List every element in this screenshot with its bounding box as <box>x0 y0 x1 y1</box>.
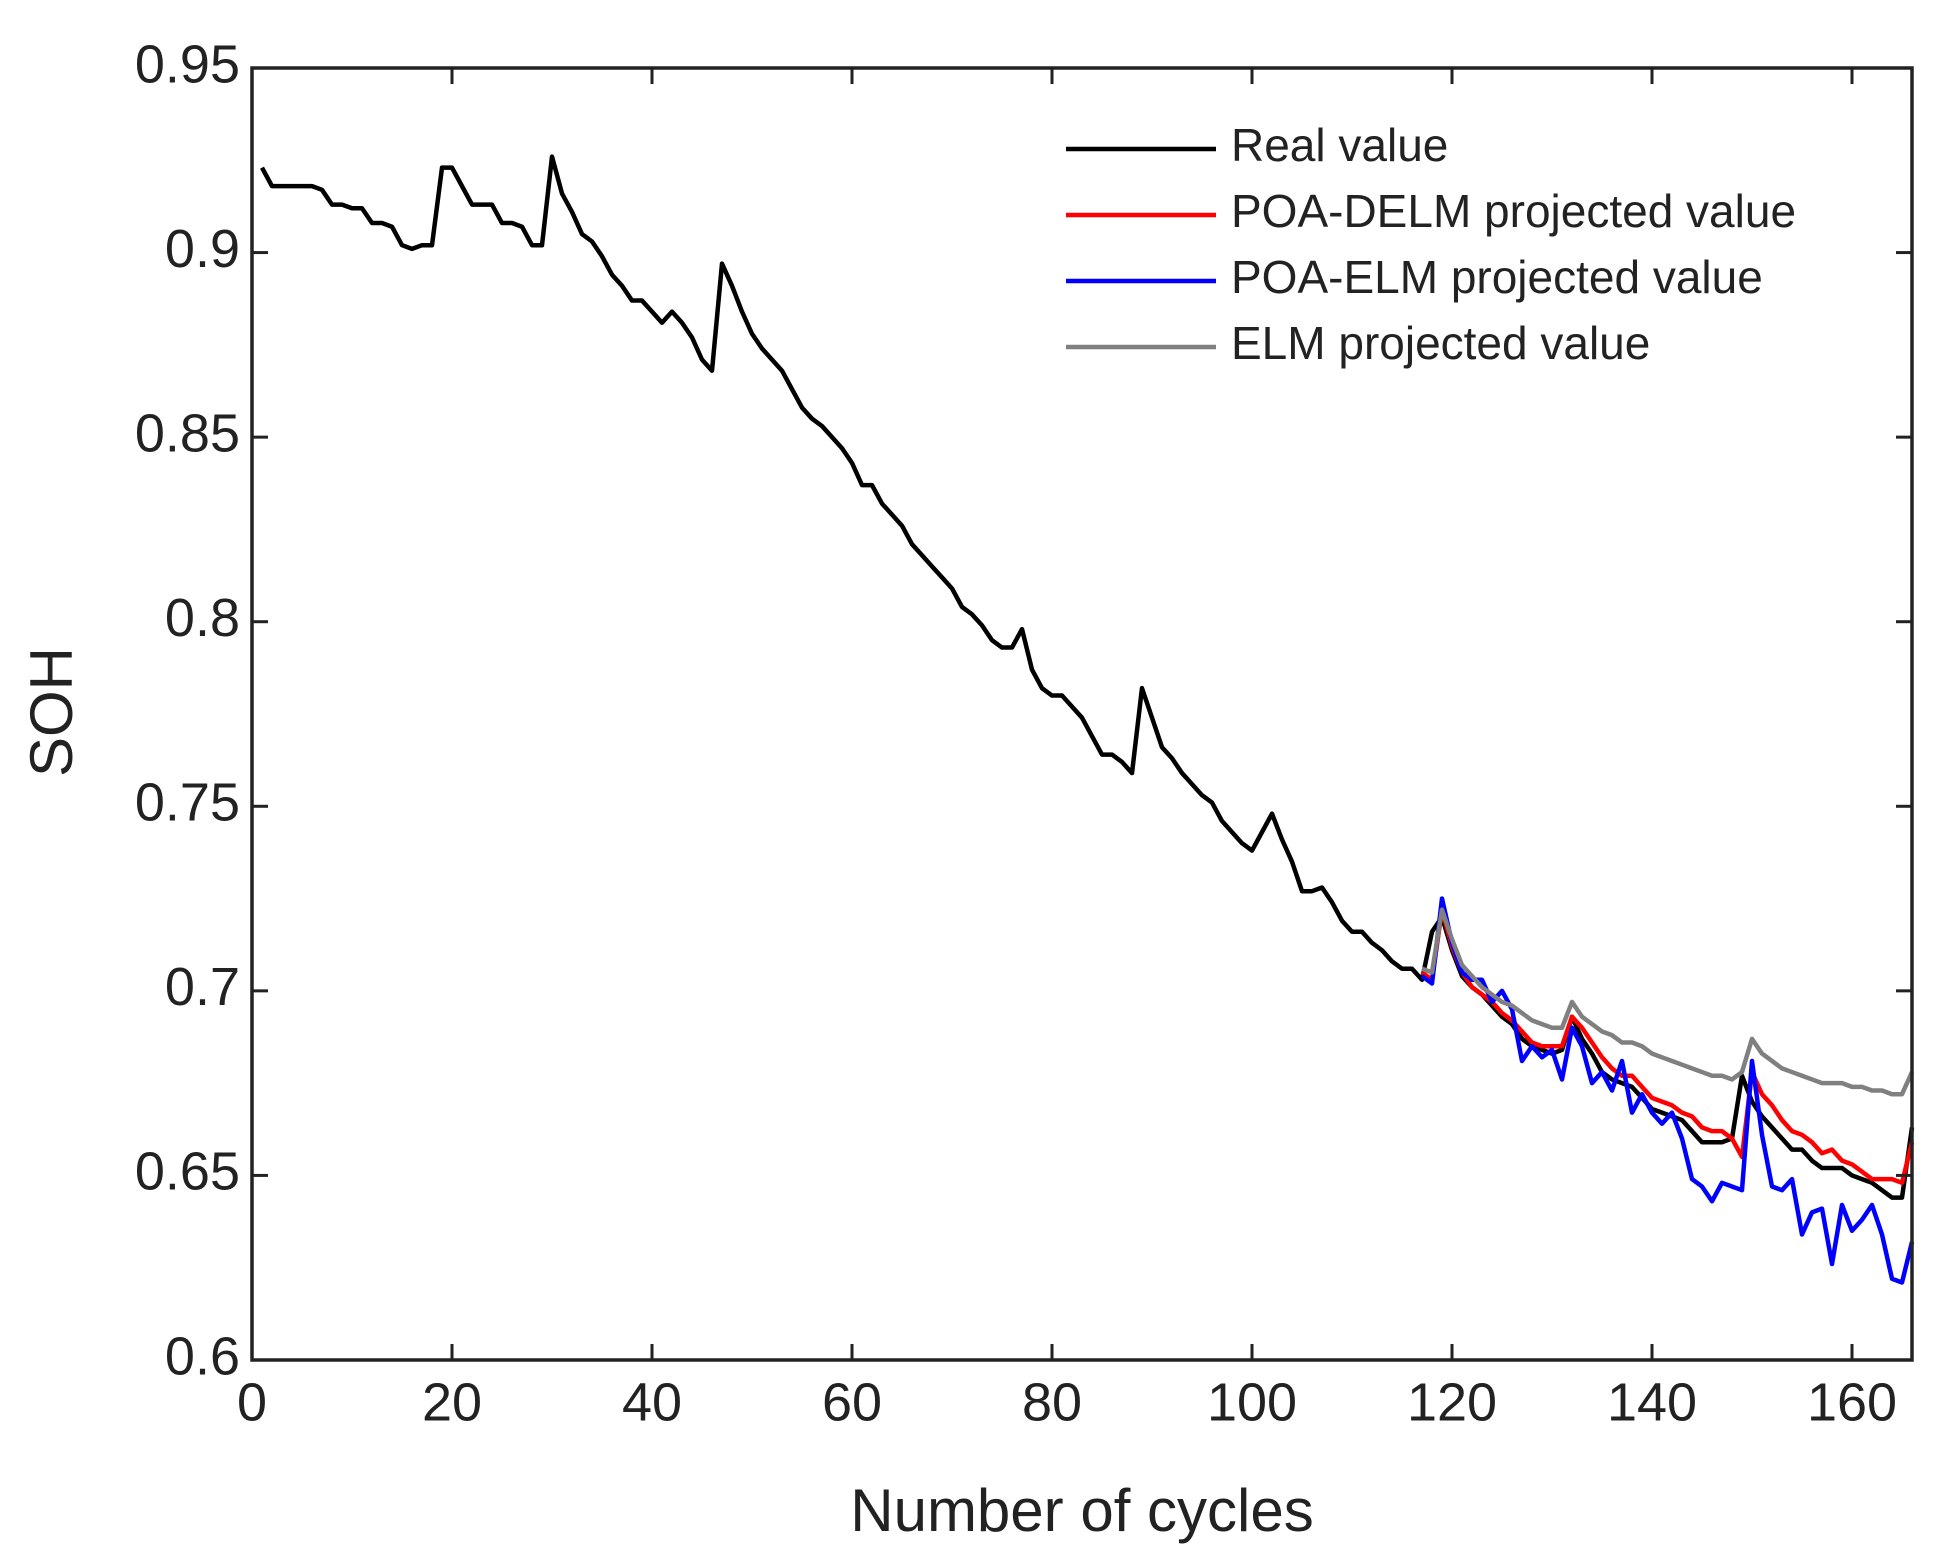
x-tick-label: 0 <box>237 1372 267 1432</box>
y-tick-label: 0.7 <box>165 957 240 1017</box>
y-tick-label: 0.8 <box>165 588 240 648</box>
legend-label: POA-DELM projected value <box>1231 185 1796 237</box>
x-tick-label: 80 <box>1022 1372 1082 1432</box>
x-tick-label: 160 <box>1807 1372 1897 1432</box>
x-axis-label: Number of cycles <box>850 1477 1313 1544</box>
legend-label: POA-ELM projected value <box>1231 251 1763 303</box>
x-tick-label: 100 <box>1207 1372 1297 1432</box>
series-line <box>1420 907 1915 1186</box>
y-tick-label: 0.65 <box>135 1142 240 1202</box>
y-axis-label: SOH <box>18 647 85 777</box>
y-tick-label: 0.6 <box>165 1326 240 1386</box>
series-line <box>1421 907 1915 1097</box>
legend-label: Real value <box>1231 119 1448 171</box>
x-tick-label: 60 <box>822 1372 882 1432</box>
y-tick-label: 0.75 <box>135 773 240 833</box>
x-tick-label: 140 <box>1607 1372 1697 1432</box>
plot-frame <box>250 66 1914 1362</box>
series-line <box>1420 896 1915 1285</box>
y-tick-label: 0.9 <box>165 219 240 279</box>
y-tick-label: 0.85 <box>135 403 240 463</box>
legend-label: ELM projected value <box>1231 317 1650 369</box>
x-tick-label: 120 <box>1407 1372 1497 1432</box>
x-tick-label: 20 <box>422 1372 482 1432</box>
y-tick-label: 0.95 <box>135 34 240 94</box>
x-tick-label: 40 <box>622 1372 682 1432</box>
series-line <box>260 154 1915 1200</box>
